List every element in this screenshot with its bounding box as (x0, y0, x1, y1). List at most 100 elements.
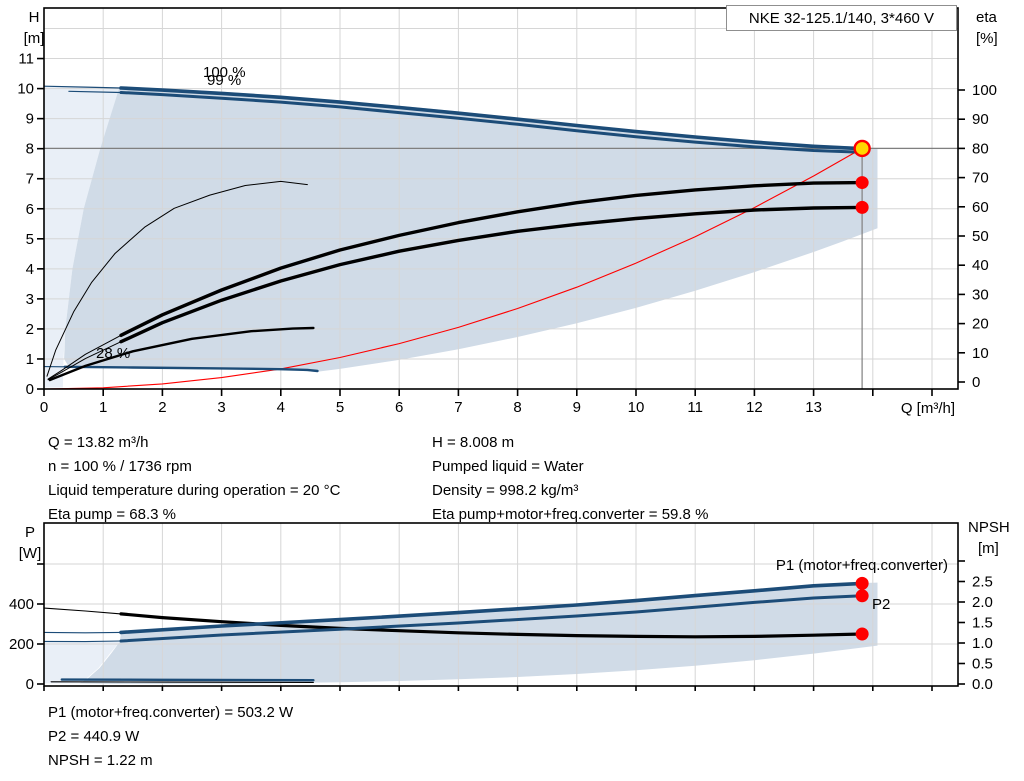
info-line: H = 8.008 m (432, 434, 515, 451)
tick-label: 0 (40, 399, 48, 416)
speed-label-100pct: 100 % (203, 64, 246, 81)
p1-curve (119, 581, 864, 635)
eta-total-curve (119, 205, 864, 344)
p1-endpoint (855, 576, 869, 590)
tick-label: 8 (513, 399, 521, 416)
tick-label: 1.0 (972, 635, 993, 652)
pump-title-box: NKE 32-125.1/140, 3*460 V (726, 5, 957, 31)
eta-pump-curve (119, 180, 864, 337)
pump-curve-100pct (119, 86, 864, 151)
tick-label: 12 (746, 399, 763, 416)
tick-label: 8 (26, 141, 34, 158)
y-left-axis-title: H (29, 9, 40, 26)
tick-label: 2 (158, 399, 166, 416)
y-right-axis-unit: [%] (976, 30, 998, 47)
tick-label: 9 (573, 399, 581, 416)
tick-label: 2 (26, 321, 34, 338)
tick-label: 1.5 (972, 615, 993, 632)
eta-pump-curve-start (47, 334, 122, 380)
tick-label: 400 (9, 596, 34, 613)
info-line: n = 100 % / 1736 rpm (48, 458, 192, 475)
tick-label: 90 (972, 111, 989, 128)
info-line: Eta pump+motor+freq.converter = 59.8 % (432, 506, 709, 523)
tick-label: 0 (26, 381, 34, 398)
info-line: Q = 13.82 m³/h (48, 434, 149, 451)
eta-pump-endpoint (855, 176, 869, 190)
p2-curve-28pct (50, 681, 314, 683)
tick-label: 4 (277, 399, 285, 416)
tick-label: 30 (972, 286, 989, 303)
speed-label-99pct: 99 % (207, 72, 241, 89)
tick-label: 7 (454, 399, 462, 416)
tick-label: 2.0 (972, 594, 993, 611)
tick-label: 3 (217, 399, 225, 416)
tick-label: 11 (687, 399, 703, 416)
tick-label: 10 (17, 81, 34, 98)
tick-label: 40 (972, 257, 989, 274)
info-line: NPSH = 1.22 m (48, 752, 153, 769)
tick-label: 100 (972, 82, 997, 99)
system-curve (43, 147, 863, 390)
tick-label: 80 (972, 140, 989, 157)
info-line: Liquid temperature during operation = 20… (48, 482, 341, 499)
operating-envelope-pale (44, 86, 120, 388)
tick-label: 50 (972, 228, 989, 245)
tick-label: 9 (26, 111, 34, 128)
npsh-axis-title: NPSH (968, 519, 1010, 536)
duty-point-marker (853, 139, 871, 158)
tick-label: 11 (18, 51, 34, 68)
pump-curve-99pct (119, 91, 864, 154)
pump-title: NKE 32-125.1/140, 3*460 V (748, 9, 935, 27)
tick-label: 0.0 (972, 676, 993, 693)
duty-info-left: Q = 13.82 m³/h n = 100 % / 1736 rpm Liquid… (48, 431, 340, 527)
eta-curve-28pct (48, 326, 315, 382)
eta-total-endpoint (855, 200, 869, 214)
p2-curve-label: P2 (872, 596, 890, 613)
tick-label: 70 (972, 170, 989, 187)
tick-label: 10 (628, 399, 645, 416)
tick-label: 0 (972, 374, 980, 391)
npsh-endpoint (855, 627, 869, 641)
p2-endpoint (855, 589, 869, 603)
tick-label: 7 (26, 171, 34, 188)
tick-label: 3 (26, 291, 34, 308)
tick-label: 4 (26, 261, 34, 278)
tick-label: 5 (336, 399, 344, 416)
tick-label: 0.5 (972, 656, 993, 673)
npsh-axis-unit: [m] (978, 540, 999, 557)
x-axis-title: Q [m³/h] (901, 400, 955, 417)
tick-label: 20 (972, 316, 989, 333)
tick-label: 200 (9, 636, 34, 653)
power-envelope-pale (44, 641, 120, 684)
tick-label: 2.5 (972, 574, 993, 591)
p-axis-unit: [W] (19, 545, 42, 562)
pump-curve-99pct-thin (68, 90, 122, 94)
speed-label-28pct: 28 % (96, 345, 130, 362)
eta-curve-reduced-thin (46, 180, 308, 377)
duty-info-right: H = 8.008 m Pumped liquid = Water Density … (432, 431, 708, 527)
y-right-axis-title: eta (976, 9, 998, 26)
p1-curve-label: P1 (motor+freq.converter) (776, 557, 948, 574)
tick-label: 1 (26, 351, 34, 368)
info-line: Pumped liquid = Water (432, 458, 584, 475)
tick-label: 10 (972, 345, 989, 362)
tick-label: 6 (395, 399, 403, 416)
tick-label: 1 (99, 399, 107, 416)
operating-envelope-main (64, 86, 878, 372)
npsh-curve-thin (43, 607, 122, 615)
p1-curve-28pct (60, 678, 315, 682)
tick-label: 13 (805, 399, 822, 416)
y-left-axis-unit: [m] (24, 30, 45, 47)
chart-frame (43, 7, 959, 390)
pump-curve-28pct (63, 365, 319, 373)
tick-label: 6 (26, 201, 34, 218)
npsh-curve (119, 612, 864, 639)
power-info-block: P1 (motor+freq.converter) = 503.2 W P2 = … (48, 701, 293, 773)
info-line: P2 = 440.9 W (48, 728, 140, 745)
tick-label: 60 (972, 199, 989, 216)
tick-label: 5 (26, 231, 34, 248)
p2-curve (119, 594, 864, 643)
info-line: P1 (motor+freq.converter) = 503.2 W (48, 704, 294, 721)
